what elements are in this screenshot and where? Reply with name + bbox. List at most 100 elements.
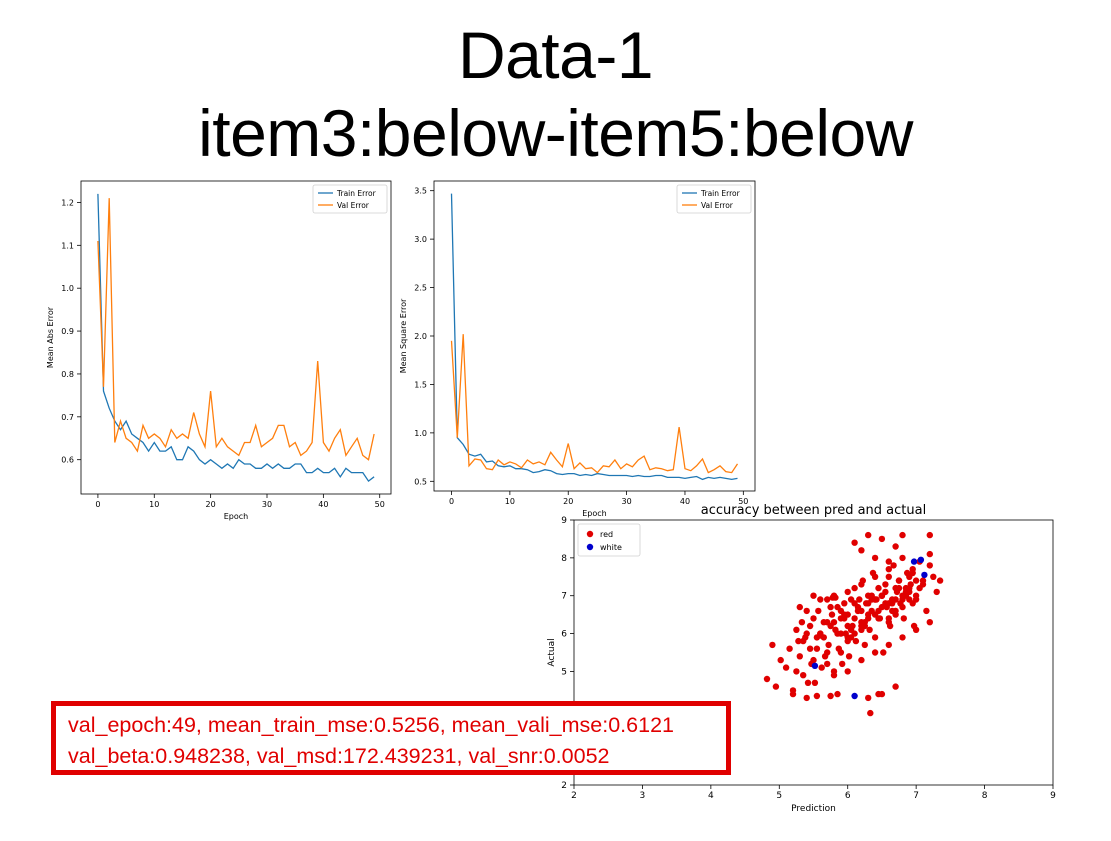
scatter-point-red (866, 626, 873, 633)
scatter-point-red (892, 683, 899, 690)
x-axis-label: Prediction (791, 804, 836, 814)
legend-label: Val Error (337, 201, 370, 210)
x-tick-label: 40 (680, 497, 690, 506)
metrics-line-1: val_epoch:49, mean_train_mse:0.5256, mea… (68, 713, 674, 737)
x-tick-label: 30 (622, 497, 632, 506)
scatter-point-red (844, 634, 851, 641)
y-axis-label: Mean Abs Error (46, 306, 55, 368)
scatter-point-red (899, 603, 906, 611)
scatter-point-red (830, 619, 838, 626)
scatter-point-red (824, 649, 831, 656)
scatter-point-red (858, 656, 865, 664)
x-tick-label: 3 (640, 791, 646, 801)
scatter-point-red (912, 577, 920, 584)
scatter-point-red (892, 596, 899, 603)
scatter-point-red (912, 626, 920, 633)
scatter-point-red (880, 649, 887, 656)
scatter-point-red (878, 535, 886, 543)
scatter-point-white (851, 692, 858, 700)
scatter-point-red (871, 611, 879, 618)
scatter-point-red (861, 641, 868, 649)
scatter-point-red (827, 692, 834, 700)
scatter-point-red (796, 603, 803, 611)
x-tick-label: 20 (563, 497, 573, 506)
scatter-point-red (933, 588, 940, 596)
metrics-summary-box: val_epoch:49, mean_train_mse:0.5256, mea… (51, 701, 731, 775)
scatter-point-red (851, 630, 858, 637)
scatter-point-red (844, 588, 851, 596)
scatter-point-red (811, 679, 819, 686)
scatter-point-red (916, 584, 923, 592)
y-tick-label: 6 (561, 630, 567, 640)
y-tick-label: 0.5 (414, 477, 427, 486)
scatter-point-red (813, 692, 821, 700)
y-tick-label: 1.0 (61, 284, 74, 293)
scatter-point-red (871, 596, 879, 603)
plot-frame (573, 519, 1054, 786)
scatter-point-red (878, 592, 886, 599)
x-tick-label: 7 (913, 791, 919, 801)
scatter-point-red (930, 573, 937, 580)
scatter-point-red (890, 562, 897, 569)
scatter-point-red (795, 637, 802, 645)
legend: Train Error Val Error (676, 184, 752, 214)
scatter-point-red (796, 653, 803, 660)
scatter-point-red (789, 690, 797, 698)
y-tick-label: 0.6 (61, 456, 74, 465)
legend-label: Train Error (336, 189, 377, 198)
scatter-point-red (825, 641, 832, 649)
legend: Train Error Val Error (312, 184, 388, 214)
scatter-point-red (837, 649, 845, 656)
scatter-point-red (871, 573, 879, 580)
scatter-point-red (885, 619, 892, 626)
scatter-point-red (806, 645, 814, 652)
scatter-point-white (910, 558, 918, 565)
y-axis-label: Mean Square Error (399, 298, 408, 373)
y-tick-label: 5 (561, 667, 567, 677)
scatter-point-red (865, 531, 872, 539)
x-tick-label: 0 (95, 500, 100, 509)
scatter-point-red (763, 675, 771, 683)
scatter-point-red (858, 622, 865, 630)
scatter-point-red (851, 615, 858, 622)
y-tick-label: 0.9 (61, 327, 74, 336)
scatter-point-red (803, 607, 810, 615)
scatter-point-red (803, 694, 810, 702)
scatter-point-red (786, 645, 793, 652)
scatter-point-red (845, 653, 853, 660)
scatter-point-red (865, 600, 872, 607)
scatter-point-red (793, 626, 800, 633)
x-tick-label: 0 (449, 497, 454, 506)
y-tick-label: 2 (561, 781, 567, 791)
chart-title: accuracy between pred and actual (701, 503, 926, 518)
mae-chart: 0 10 20 30 40 50 0.6 0.7 0.8 0.9 1.0 1.1 1.2 Epoch Mea… (46, 180, 392, 521)
y-tick-label: 1.2 (61, 198, 74, 207)
scatter-point-red (824, 596, 831, 603)
scatter-point-red (858, 547, 865, 554)
x-tick-label: 10 (505, 497, 515, 506)
legend-frame (676, 184, 752, 214)
scatter-point-red (800, 637, 807, 645)
scatter-point-red (793, 668, 800, 675)
scatter-point-red (875, 690, 882, 698)
y-tick-label: 1.5 (414, 380, 427, 389)
scatter-point-red (900, 615, 907, 622)
scatter-point-red (810, 592, 817, 599)
metrics-line-2: val_beta:0.948238, val_msd:172.439231, v… (68, 744, 610, 768)
slide-title-line2: item3:below-item5:below (198, 96, 913, 170)
x-tick-label: 50 (738, 497, 748, 506)
scatter-point-red (899, 554, 906, 562)
scatter-point-red (777, 656, 784, 664)
scatter-point-red (804, 679, 812, 686)
legend-frame (312, 184, 388, 214)
series-line-val-error (450, 334, 739, 474)
scatter-point-red (828, 611, 836, 618)
scatter-point-red (856, 596, 863, 603)
scatter-point-red (892, 611, 899, 618)
scatter-point-red (815, 607, 822, 615)
x-axis-label: Epoch (224, 512, 249, 521)
scatter-point-red (824, 660, 831, 668)
x-tick-label: 10 (149, 500, 159, 509)
scatter-point-red (885, 641, 892, 649)
scatter-point-red (885, 600, 892, 607)
